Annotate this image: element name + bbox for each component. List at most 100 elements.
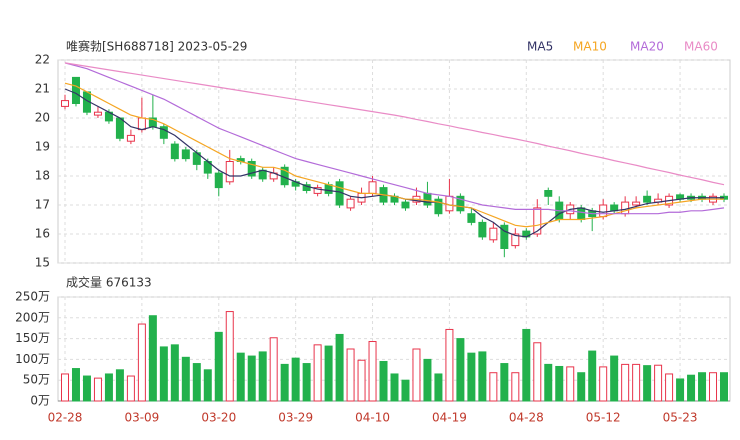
volume-bar [203,369,212,402]
volume-bar [566,366,575,402]
candle-body [599,204,608,218]
volume-bar [346,348,355,402]
volume-bar [280,363,289,402]
volume-bar [577,372,586,402]
x-tick-label: 03-20 [201,411,236,425]
x-tick-label: 03-09 [124,411,159,425]
volume-bar [335,333,344,402]
volume-bar [115,369,124,402]
candle-body [434,198,443,215]
volume-bar [61,373,69,402]
candle-body [247,161,256,177]
x-tick-label: 03-29 [278,411,313,425]
volume-bar [379,360,388,402]
candle-body [313,187,322,194]
x-tick-label: 05-12 [586,411,621,425]
volume-bar [192,363,201,402]
candle-body [115,117,124,139]
volume-bar [654,364,663,402]
volume-bar [621,363,630,402]
volume-bar [291,357,300,402]
candle-body [71,76,80,105]
candle-body [258,169,267,180]
volume-bar [159,346,168,402]
volume-bar [269,337,278,402]
volume-bar [412,348,421,402]
volume-bar [313,344,322,402]
volume-tick-label: 0万 [30,394,50,408]
legend-entry: MA20 [630,40,664,54]
candle-body [401,201,410,209]
candle-body [423,192,432,206]
volume-title: 成交量 676133 [66,275,152,290]
candle-body [456,195,465,212]
candle-body [632,201,641,206]
candle-body [170,143,179,160]
candle-body [61,100,69,107]
candle-body [467,213,476,223]
candle-body [500,224,509,250]
y-tick-label: 15 [35,256,50,270]
ma-line [64,62,725,186]
y-tick-label: 18 [35,169,50,183]
candle-body [643,195,652,203]
volume-bar [511,372,520,402]
candle-body [225,161,234,183]
volume-bar [423,358,432,402]
y-tick-label: 21 [35,82,50,96]
price-frame [57,59,731,264]
x-tick-label: 04-19 [432,411,467,425]
candle-body [346,198,355,209]
volume-bar [324,345,333,402]
ma-line [64,62,725,215]
volume-bar [632,363,641,402]
x-tick-label: 05-23 [663,411,698,425]
volume-bar [456,338,465,402]
volume-bar [82,375,91,402]
volume-bar [126,375,135,402]
candle-body [577,207,586,220]
x-tick-label: 04-28 [509,411,544,425]
volume-bar [236,352,245,402]
volume-bar [544,363,553,402]
volume-bar [665,373,674,402]
volume-tick-label: 100万 [15,352,50,366]
volume-bar [148,315,157,402]
volume-bar [93,377,102,402]
candle-body [489,227,498,241]
volume-tick-label: 50万 [23,373,50,387]
x-tick-label: 04-10 [355,411,390,425]
y-tick-label: 20 [35,111,50,125]
volume-bar [522,328,531,402]
volume-bar [434,373,443,402]
volume-bar [676,378,685,402]
volume-bar [698,372,707,402]
volume-bar [500,363,509,402]
volume-tick-label: 250万 [15,290,50,304]
volume-bar [588,350,597,402]
volume-tick-label: 150万 [15,331,50,345]
volume-bar [687,374,696,402]
volume-bar [302,363,311,402]
x-tick-label: 02-28 [48,411,83,425]
volume-bar [247,355,256,402]
chart-title: 唯赛勃[SH688718] 2023-05-29 [66,39,247,54]
candle-body [126,134,135,142]
candle-body [93,111,102,116]
y-tick-label: 22 [35,53,50,67]
volume-bar [709,372,718,402]
volume-bar [401,379,410,402]
candle-body [478,221,487,238]
volume-bar [390,373,399,402]
volume-bar [533,342,542,402]
candle-body [137,117,146,131]
volume-bar [258,351,267,402]
volume-bar [181,356,190,402]
volume-bar [720,372,728,402]
volume-bar [71,368,80,402]
volume-bar [643,365,652,402]
candle-body [533,207,542,235]
volume-bar [214,331,223,402]
volume-bar [368,341,377,402]
